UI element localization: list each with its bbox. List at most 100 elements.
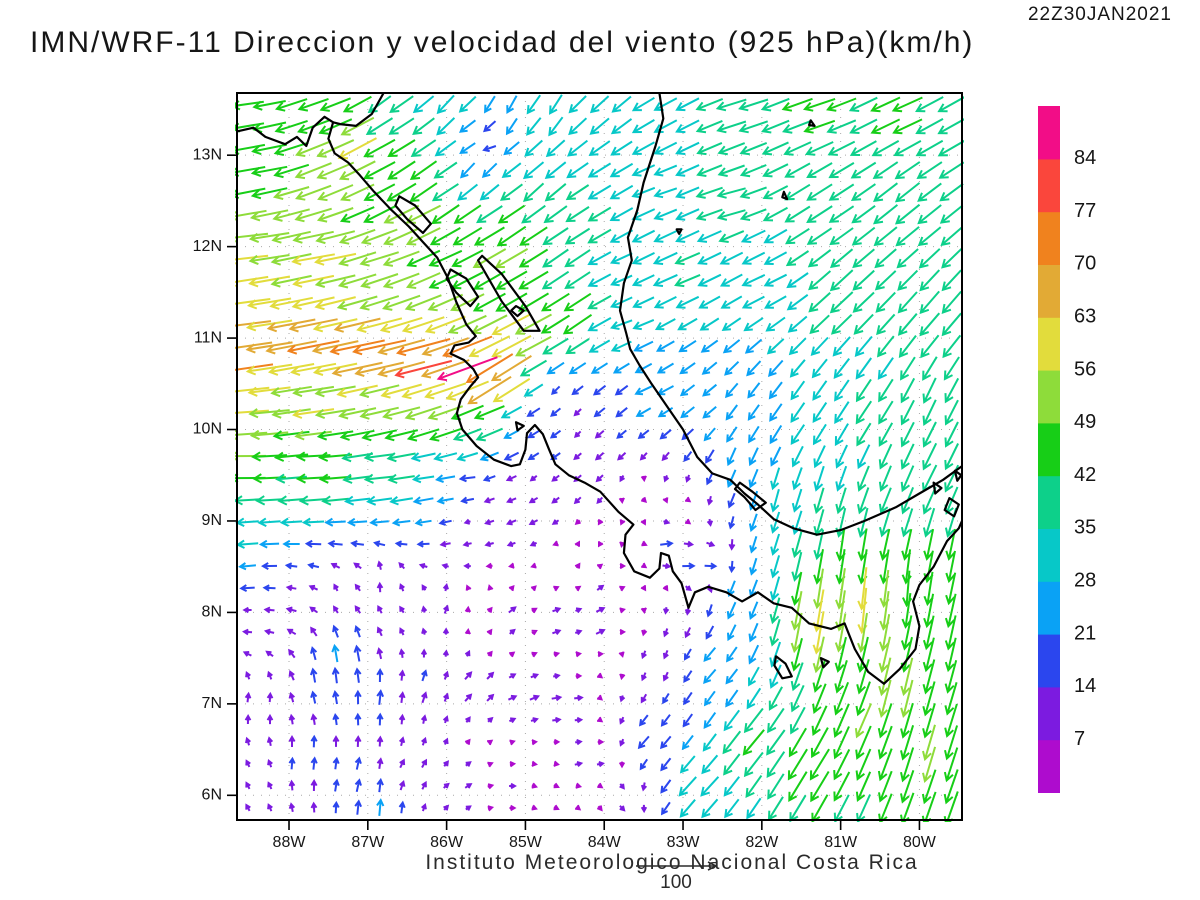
wind-arrow: [740, 229, 766, 243]
wind-arrow: [640, 585, 647, 592]
wind-arrow: [414, 518, 432, 527]
wind-arrow: [587, 251, 612, 266]
wind-arrow: [235, 254, 269, 265]
wind-arrow: [277, 495, 305, 506]
wind-arrow: [900, 615, 913, 651]
wind-arrow: [316, 139, 355, 158]
colorbar-segment: [1038, 106, 1060, 160]
wind-arrow: [484, 95, 496, 114]
wind-arrow: [784, 183, 811, 201]
wind-arrow: [812, 636, 825, 674]
wind-arrow: [659, 429, 672, 440]
wind-arrow: [244, 691, 252, 703]
wind-arrow: [421, 758, 427, 768]
wind-arrow: [662, 671, 669, 682]
wind-arrow: [597, 519, 604, 526]
wind-arrow: [632, 318, 655, 331]
wind-arrow: [641, 629, 648, 637]
lat-axis-label: 12N: [193, 238, 222, 255]
wind-arrow: [529, 694, 540, 701]
wind-arrow: [367, 95, 392, 114]
wind-arrow: [508, 562, 515, 569]
wind-arrow: [421, 669, 428, 682]
wind-arrow: [615, 407, 628, 418]
wind-arrow: [653, 187, 678, 199]
wind-arrow: [852, 269, 875, 291]
wind-arrow: [826, 119, 857, 134]
wind-arrow: [872, 161, 899, 180]
wind-arrow: [235, 320, 272, 327]
wind-arrow: [568, 362, 587, 375]
wind-arrow: [391, 518, 411, 527]
wind-arrow: [813, 487, 825, 515]
wind-arrow: [619, 783, 625, 790]
wind-arrow: [428, 249, 463, 267]
wind-arrow: [431, 204, 460, 225]
wind-arrow: [235, 232, 269, 243]
wind-arrow: [922, 659, 936, 695]
wind-arrow: [900, 377, 916, 404]
wind-arrow: [685, 585, 692, 591]
wind-arrow: [897, 313, 918, 336]
wind-arrow: [656, 362, 675, 374]
wind-arrow: [381, 294, 421, 311]
wind-arrow: [900, 679, 914, 718]
wind-arrow: [486, 739, 494, 746]
wind-arrow: [684, 627, 692, 639]
wind-arrow: [424, 315, 466, 334]
wind-arrow: [856, 794, 872, 822]
wind-arrow: [803, 119, 836, 134]
wind-arrow: [762, 185, 789, 200]
wind-arrow: [248, 254, 290, 266]
wind-arrow: [365, 117, 394, 135]
wind-arrow: [379, 316, 423, 334]
wind-arrow: [251, 143, 288, 156]
wind-arrow: [465, 761, 472, 767]
wind-arrow: [527, 429, 540, 439]
wind-arrow: [761, 141, 789, 156]
wind-arrow: [679, 384, 696, 397]
colorbar-label: 21: [1074, 622, 1096, 644]
wind-arrow: [321, 495, 349, 506]
wind-arrow: [286, 340, 340, 355]
lake-or-island-outline: [445, 268, 480, 308]
wind-arrow: [245, 736, 251, 746]
wind-arrow: [495, 270, 528, 290]
wind-arrow: [336, 384, 378, 398]
wind-arrow: [587, 162, 612, 178]
wind-arrow: [678, 776, 697, 797]
wind-arrow: [421, 780, 427, 790]
wind-arrow: [726, 601, 737, 620]
wind-arrow: [788, 727, 807, 758]
wind-arrow: [398, 713, 406, 725]
wind-arrow: [376, 667, 384, 683]
wind-arrow: [597, 651, 604, 658]
wind-arrow: [307, 562, 320, 570]
wind-arrow: [745, 775, 763, 799]
wind-arrow: [726, 646, 738, 663]
wind-arrow: [723, 753, 741, 776]
wind-arrow: [235, 429, 268, 440]
wind-arrow: [769, 403, 783, 422]
wind-arrow: [286, 628, 297, 636]
wind-arrow: [575, 782, 583, 789]
lake-or-island-outline: [932, 481, 943, 495]
wind-arrow: [855, 748, 872, 781]
wind-arrow: [235, 386, 270, 393]
colorbar-segment: [1038, 158, 1060, 213]
wind-arrow: [922, 637, 935, 673]
wind-arrow: [812, 611, 825, 655]
wind-arrow: [574, 540, 580, 547]
wind-arrow: [873, 226, 898, 247]
wind-arrow: [521, 204, 546, 224]
wind-arrow: [272, 186, 310, 200]
wind-arrow: [353, 562, 362, 570]
wind-arrow: [574, 761, 584, 768]
wind-arrow: [587, 206, 612, 222]
wind-arrow: [833, 357, 850, 380]
wind-arrow: [442, 649, 450, 657]
wind-arrow: [634, 362, 653, 374]
wind-arrow: [238, 562, 256, 571]
wind-arrow: [828, 183, 855, 201]
wind-arrow: [456, 452, 479, 462]
